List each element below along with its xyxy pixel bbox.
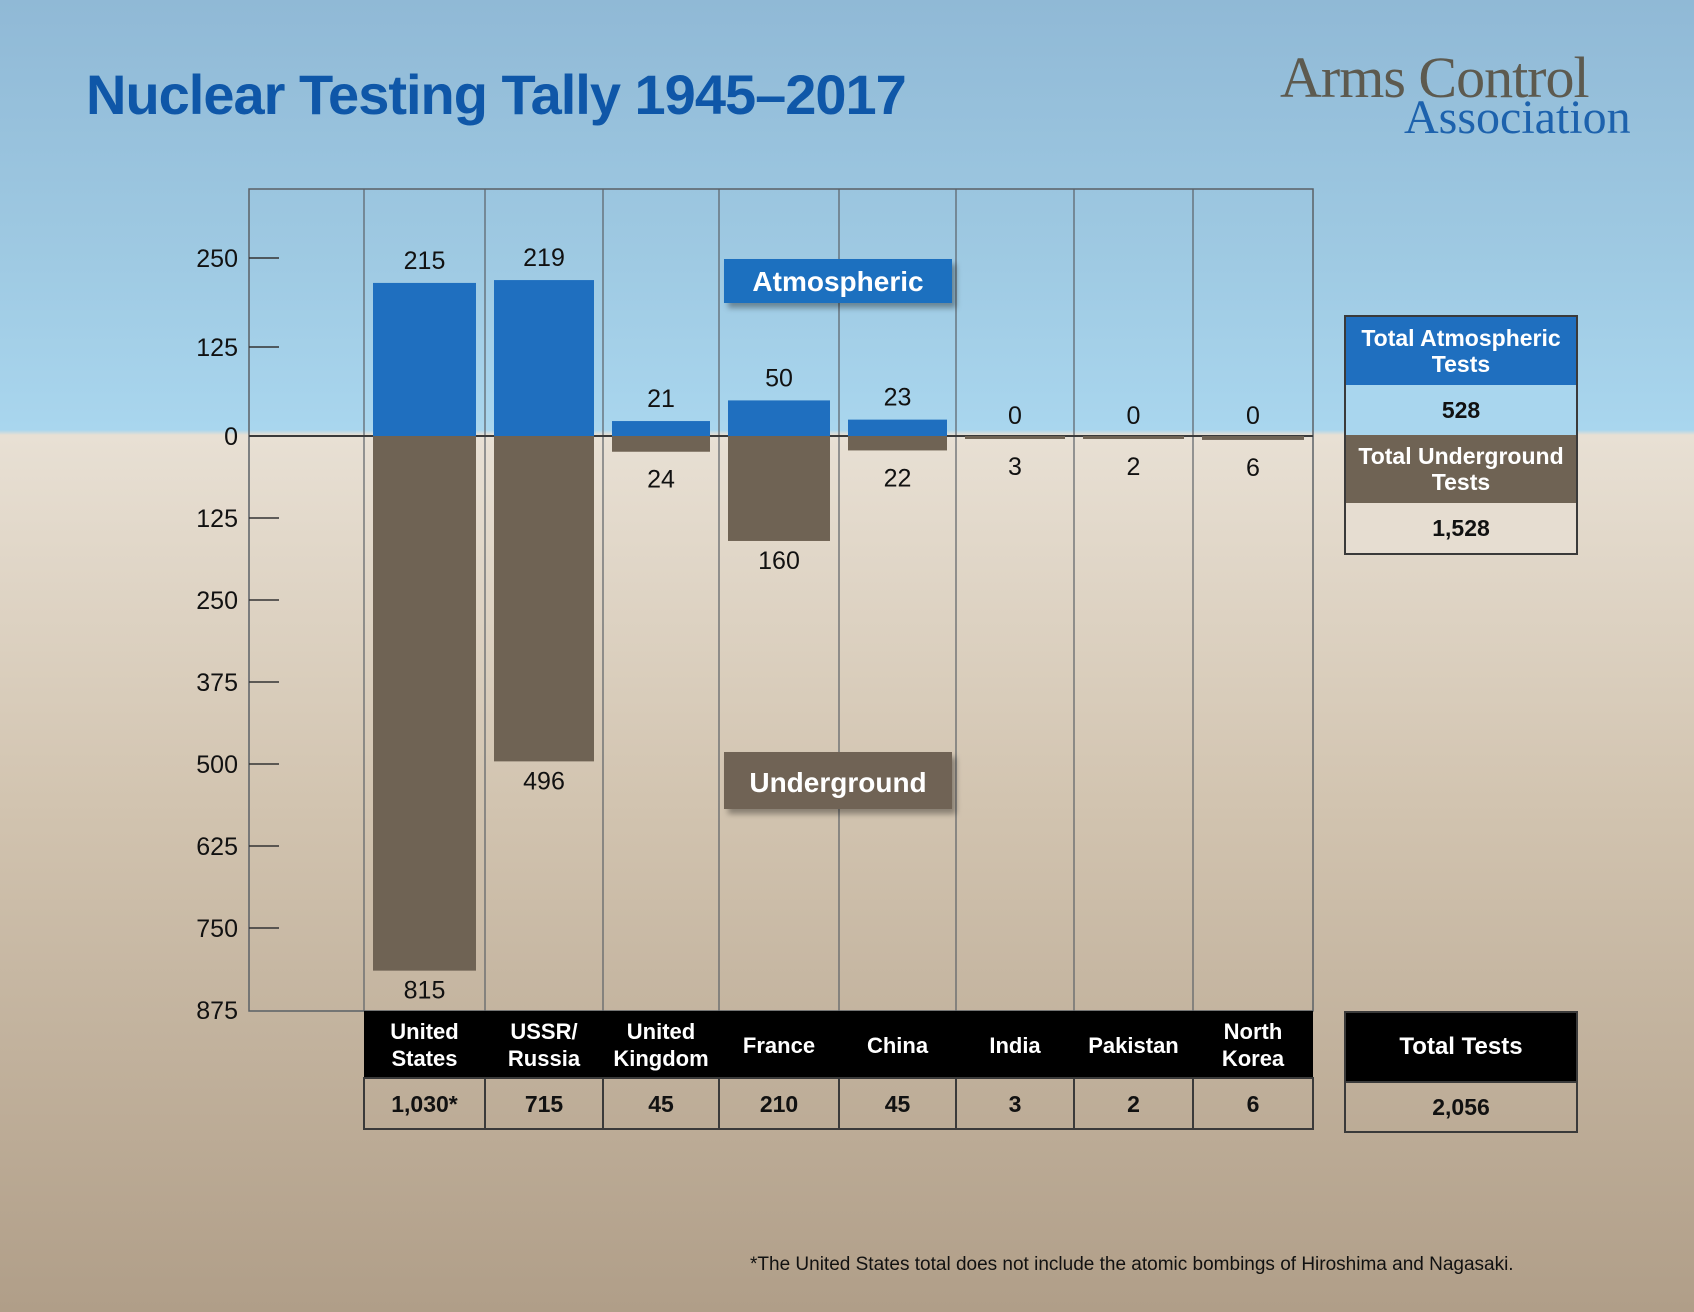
atmospheric-value-label: 219 <box>523 244 565 272</box>
underground-bar <box>494 436 594 762</box>
total-atmospheric-value: 528 <box>1346 385 1576 435</box>
y-tick-label: 250 <box>196 245 238 273</box>
atmospheric-value-label: 215 <box>404 247 446 275</box>
atmospheric-value-label: 0 <box>1246 402 1260 430</box>
category-label-line: USSR/ <box>510 1019 577 1044</box>
atmospheric-value-label: 0 <box>1127 402 1141 430</box>
underground-value-label: 160 <box>758 547 800 575</box>
total-tests-label: Total Tests <box>1346 1013 1576 1081</box>
atmospheric-bar <box>728 400 830 436</box>
underground-value-label: 24 <box>647 466 675 494</box>
category-label-line: States <box>391 1046 457 1071</box>
atmospheric-value-label: 21 <box>647 385 675 413</box>
country-total-value: 45 <box>648 1091 674 1117</box>
category-label: France <box>743 1033 815 1058</box>
underground-bar <box>1202 436 1304 440</box>
underground-bar <box>848 436 947 451</box>
country-total-value: 715 <box>525 1091 564 1117</box>
arms-control-association-logo: Arms Control Association <box>1270 44 1640 144</box>
underground-bar <box>965 436 1065 439</box>
y-tick-label: 375 <box>196 669 238 697</box>
total-tests-panel: Total Tests 2,056 <box>1344 1011 1578 1133</box>
category-label-line: Korea <box>1222 1046 1285 1071</box>
atmospheric-bar <box>373 282 476 436</box>
category-label: China <box>867 1033 929 1058</box>
country-total-value: 210 <box>760 1091 798 1117</box>
country-total-value: 45 <box>885 1091 911 1117</box>
totals-panel: Total Atmospheric Tests 528 Total Underg… <box>1344 315 1578 555</box>
category-label: Pakistan <box>1088 1033 1179 1058</box>
total-underground-label: Total Underground Tests <box>1346 435 1576 503</box>
total-atmospheric-label: Total Atmospheric Tests <box>1346 317 1576 385</box>
country-total-value: 6 <box>1247 1091 1260 1117</box>
underground-value-label: 6 <box>1246 454 1260 482</box>
y-tick-label: 125 <box>196 334 238 362</box>
y-tick-label: 125 <box>196 505 238 533</box>
logo-line-1: Arms Control <box>1280 45 1590 110</box>
atmospheric-value-label: 0 <box>1008 402 1022 430</box>
chart-title: Nuclear Testing Tally 1945–2017 <box>86 63 907 126</box>
y-tick-label: 250 <box>196 587 238 615</box>
country-total-value: 2 <box>1127 1091 1140 1117</box>
total-underground-value: 1,528 <box>1346 503 1576 553</box>
atmospheric-bar <box>612 421 710 436</box>
atmospheric-bar <box>848 419 947 436</box>
total-tests-value: 2,056 <box>1346 1081 1576 1131</box>
atmospheric-series-label: Atmospheric <box>752 266 923 297</box>
y-tick-label: 0 <box>224 423 238 451</box>
atmospheric-bar <box>494 280 594 436</box>
underground-series-label: Underground <box>749 767 926 798</box>
country-total-value: 3 <box>1009 1091 1022 1117</box>
country-total-value: 1,030* <box>391 1091 458 1117</box>
category-label-line: North <box>1224 1019 1283 1044</box>
y-tick-label: 500 <box>196 751 238 779</box>
underground-bar <box>612 436 710 452</box>
y-tick-label: 875 <box>196 997 238 1025</box>
underground-bar <box>728 436 830 541</box>
atmospheric-value-label: 23 <box>884 384 912 412</box>
category-label-line: Kingdom <box>613 1046 708 1071</box>
underground-label-box <box>724 752 952 809</box>
category-label-line: Russia <box>508 1046 581 1071</box>
category-label-line: United <box>627 1019 695 1044</box>
underground-bar <box>373 436 476 971</box>
y-tick-label: 750 <box>196 915 238 943</box>
underground-bar <box>1083 436 1184 439</box>
underground-value-label: 815 <box>404 977 446 1005</box>
underground-value-label: 3 <box>1008 453 1022 481</box>
category-label-line: United <box>390 1019 458 1044</box>
logo-line-2: Association <box>1404 91 1631 144</box>
atmospheric-value-label: 50 <box>765 364 793 392</box>
underground-value-label: 2 <box>1127 453 1141 481</box>
category-header-bar <box>364 1011 1313 1078</box>
underground-value-label: 22 <box>884 464 912 492</box>
atmospheric-label-box <box>724 259 952 303</box>
category-label: India <box>989 1033 1041 1058</box>
underground-value-label: 496 <box>523 767 565 795</box>
y-tick-label: 625 <box>196 833 238 861</box>
footnote: *The United States total does not includ… <box>750 1254 1514 1275</box>
